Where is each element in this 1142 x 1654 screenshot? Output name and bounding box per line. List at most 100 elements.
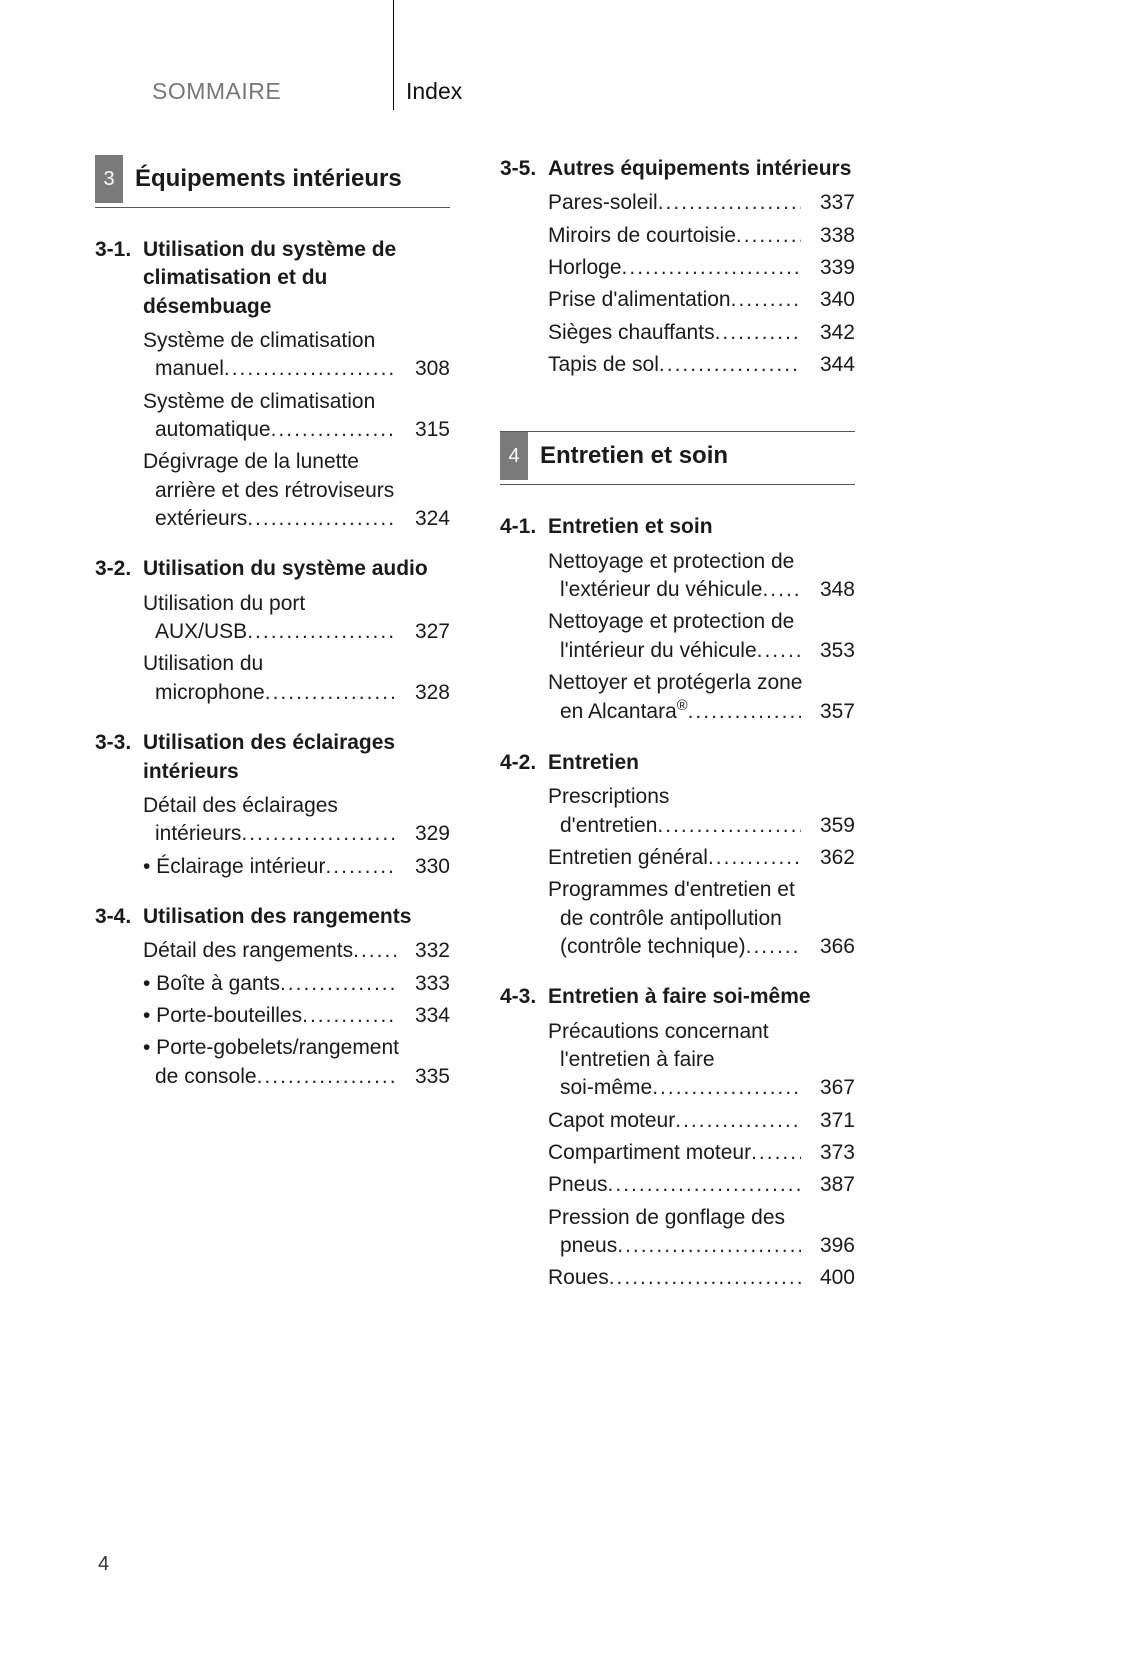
entry-text-line: extérieurs — [143, 505, 247, 533]
entry-text-line: Sièges chauffants — [548, 319, 715, 347]
page-ref: 348 — [807, 576, 855, 604]
page-ref: 338 — [807, 222, 855, 250]
toc-entry: Miroirs de courtoisie338 — [548, 222, 855, 250]
page-ref: 337 — [807, 189, 855, 217]
section-heading: 3-4. Utilisation des rangements — [95, 903, 450, 931]
leader-dots — [657, 812, 801, 840]
chapter-number: 4 — [500, 432, 528, 480]
leader-dots — [609, 1264, 801, 1292]
toc-entry: Pneus387 — [548, 1171, 855, 1199]
entry-text-line: • Porte-bouteilles — [143, 1002, 302, 1030]
toc-entry: Capot moteur371 — [548, 1107, 855, 1135]
entry-text-line: de console — [143, 1063, 257, 1091]
left-column: 3 Équipements intérieurs 3-1. Utilisatio… — [95, 155, 450, 1293]
header-sommaire: SOMMAIRE — [152, 78, 281, 105]
leader-dots — [675, 1107, 801, 1135]
entry-text-line: Pression de gonflage des — [548, 1204, 855, 1232]
entry-text-line: manuel — [143, 355, 224, 383]
leader-dots — [247, 618, 396, 646]
section-number: 4-3. — [500, 983, 548, 1011]
toc-entry: Utilisation du port AUX/USB327 — [143, 590, 450, 647]
section-heading: 3-5. Autres équipements intérieurs — [500, 155, 855, 183]
section-number: 4-1. — [500, 513, 548, 541]
entry-text-line: Horloge — [548, 254, 622, 282]
section-number: 3-5. — [500, 155, 548, 183]
toc-content: 3 Équipements intérieurs 3-1. Utilisatio… — [95, 155, 1055, 1293]
page-ref: 328 — [402, 679, 450, 707]
page-ref: 387 — [807, 1171, 855, 1199]
leader-dots — [265, 679, 396, 707]
leader-dots — [271, 416, 396, 444]
page-ref: 327 — [402, 618, 450, 646]
entry-text-line: l'entretien à faire — [548, 1046, 855, 1074]
section-title: Utilisation du système de climatisation … — [143, 236, 450, 321]
section-title: Entretien — [548, 749, 855, 777]
entry-text-line: pneus — [548, 1232, 617, 1260]
leader-dots — [224, 355, 396, 383]
section-heading: 4-3. Entretien à faire soi-même — [500, 983, 855, 1011]
toc-entry: Utilisation du microphone328 — [143, 650, 450, 707]
leader-dots — [708, 844, 801, 872]
entry-text-line: Utilisation du port — [143, 590, 450, 618]
entry-text-line: arrière et des rétroviseurs — [143, 477, 450, 505]
page-number: 4 — [98, 1553, 109, 1576]
toc-entry: Précautions concernant l'entretien à fai… — [548, 1018, 855, 1103]
entry-text-line: Précautions concernant — [548, 1018, 855, 1046]
page-ref: 308 — [402, 355, 450, 383]
toc-entry: Nettoyage et protection de l'extérieur d… — [548, 548, 855, 605]
section-entries: Pares-soleil337 Miroirs de courtoisie338… — [500, 189, 855, 379]
chapter-title: Équipements intérieurs — [123, 155, 450, 203]
leader-dots — [247, 505, 396, 533]
page-ref: 329 — [402, 820, 450, 848]
entry-text-line: l'extérieur du véhicule — [548, 576, 762, 604]
section-heading: 4-1. Entretien et soin — [500, 513, 855, 541]
leader-dots — [715, 319, 801, 347]
page-ref: 334 — [402, 1002, 450, 1030]
page-ref: 340 — [807, 286, 855, 314]
entry-text-line: Capot moteur — [548, 1107, 675, 1135]
toc-entry: Dégivrage de la lunette arrière et des r… — [143, 448, 450, 533]
page-ref: 333 — [402, 970, 450, 998]
entry-text-line: Système de climatisation — [143, 388, 450, 416]
entry-text-line: • Boîte à gants — [143, 970, 280, 998]
page-ref: 366 — [807, 933, 855, 961]
toc-entry: • Boîte à gants 333 — [143, 970, 450, 998]
toc-entry: Nettoyage et protection de l'intérieur d… — [548, 608, 855, 665]
entry-text-line: • Porte-gobelets/rangement — [143, 1034, 450, 1062]
entry-text-line: Programmes d'entretien et — [548, 876, 855, 904]
section-heading: 3-1. Utilisation du système de climatisa… — [95, 236, 450, 321]
page-ref: 315 — [402, 416, 450, 444]
leader-dots — [353, 937, 396, 965]
entry-text-line: Tapis de sol — [548, 351, 659, 379]
page-ref: 396 — [807, 1232, 855, 1260]
toc-entry: • Porte-bouteilles 334 — [143, 1002, 450, 1030]
leader-dots — [280, 970, 396, 998]
chapter-title: Entretien et soin — [528, 432, 855, 480]
leader-dots — [652, 1074, 801, 1102]
section-title: Entretien à faire soi-même — [548, 983, 855, 1011]
page-ref: 367 — [807, 1074, 855, 1102]
leader-dots — [622, 254, 801, 282]
toc-entry: Programmes d'entretien et de contrôle an… — [548, 876, 855, 961]
section-title: Utilisation des éclairages intérieurs — [143, 729, 450, 786]
leader-dots — [746, 933, 801, 961]
entry-text-line: microphone — [143, 679, 265, 707]
page-ref: 342 — [807, 319, 855, 347]
page-ref: 357 — [807, 698, 855, 726]
entry-text-line: Nettoyage et protection de — [548, 548, 855, 576]
header-index: Index — [406, 78, 462, 105]
page-ref: 330 — [402, 853, 450, 881]
chapter-header: 4 Entretien et soin — [500, 432, 855, 485]
leader-dots — [659, 351, 801, 379]
section-heading: 3-3. Utilisation des éclairages intérieu… — [95, 729, 450, 786]
leader-dots — [736, 222, 801, 250]
section-title: Utilisation des rangements — [143, 903, 450, 931]
chapter-header: 3 Équipements intérieurs — [95, 155, 450, 208]
entry-text-line: • Éclairage intérieur — [143, 853, 325, 881]
entry-text-line: Système de climatisation — [143, 327, 450, 355]
page-ref: 339 — [807, 254, 855, 282]
toc-entry: Prescriptions d'entretien359 — [548, 783, 855, 840]
section-entries: Détail des éclairages intérieurs329 • Éc… — [95, 792, 450, 881]
toc-entry: Nettoyer et protégerla zone en Alcantara… — [548, 669, 855, 727]
toc-entry: Détail des rangements332 — [143, 937, 450, 965]
